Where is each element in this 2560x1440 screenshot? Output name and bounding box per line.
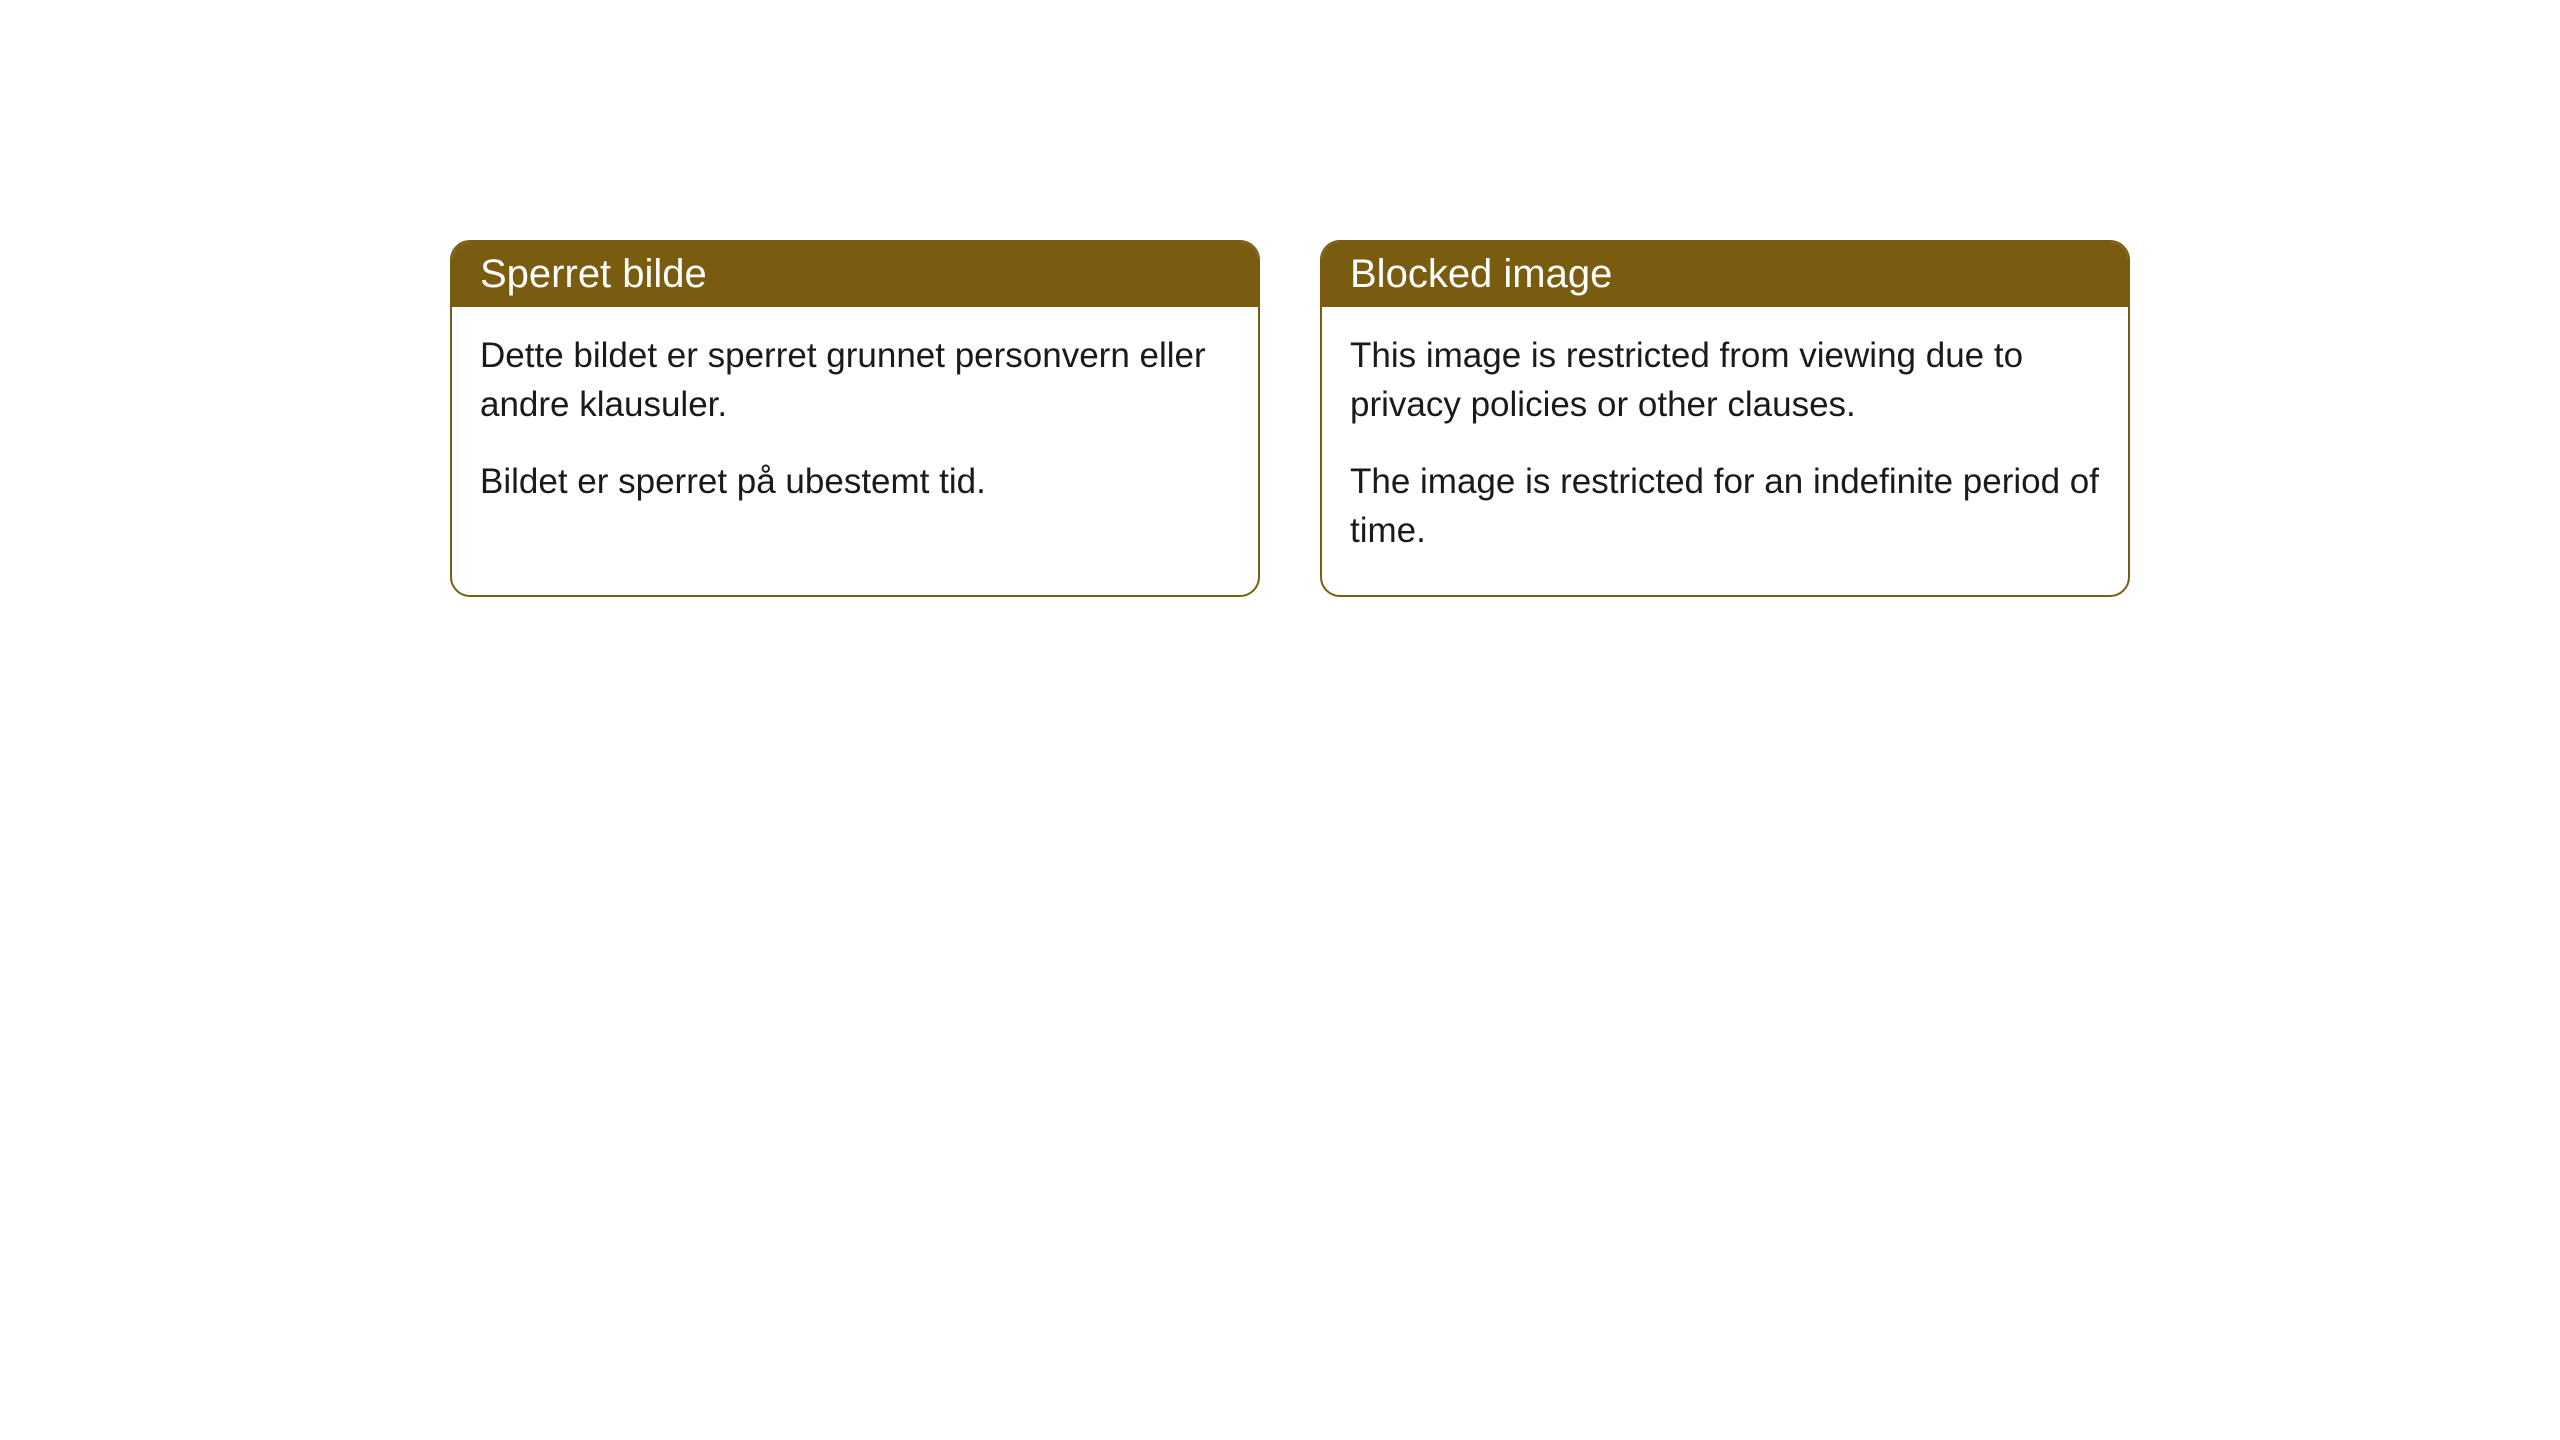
card-body-norwegian: Dette bildet er sperret grunnet personve… — [452, 307, 1258, 546]
card-body-english: This image is restricted from viewing du… — [1322, 307, 2128, 595]
card-paragraph: Dette bildet er sperret grunnet personve… — [480, 331, 1230, 429]
card-header-english: Blocked image — [1322, 242, 2128, 307]
blocked-image-card-norwegian: Sperret bilde Dette bildet er sperret gr… — [450, 240, 1260, 597]
notice-cards-container: Sperret bilde Dette bildet er sperret gr… — [450, 240, 2130, 597]
card-header-norwegian: Sperret bilde — [452, 242, 1258, 307]
card-paragraph: The image is restricted for an indefinit… — [1350, 457, 2100, 555]
card-paragraph: This image is restricted from viewing du… — [1350, 331, 2100, 429]
blocked-image-card-english: Blocked image This image is restricted f… — [1320, 240, 2130, 597]
card-paragraph: Bildet er sperret på ubestemt tid. — [480, 457, 1230, 506]
